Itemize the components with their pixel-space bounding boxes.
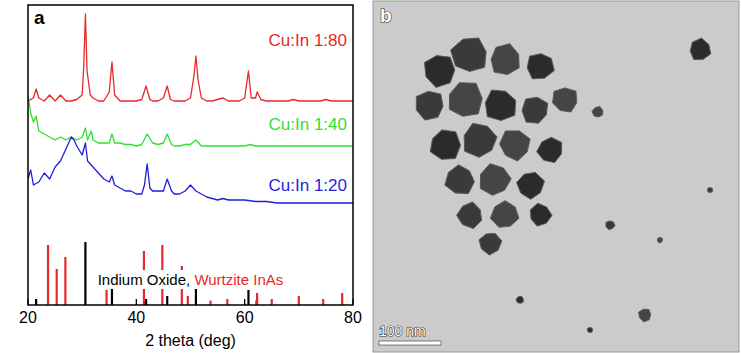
x-axis-title: 2 theta (deg) [145,332,236,349]
reference-peak [247,290,249,305]
reference-peak [56,269,58,305]
reference-peak [84,242,86,305]
particle [592,107,603,117]
particle [530,203,552,226]
particle [658,238,663,243]
xrd-pattern [28,137,353,203]
reference-peak [166,296,168,305]
particle [464,123,497,157]
reference-peak [47,245,49,305]
reference-peak [64,257,66,305]
reference-peak [298,296,300,305]
particle [480,164,511,196]
reference-peak [322,299,324,305]
x-tick [244,299,245,305]
particle [449,83,482,117]
particle [416,91,443,120]
scale-bar-label: 100 nm [379,323,426,339]
x-tick-label: 40 [127,309,145,326]
series-label: Cu:In 1:40 [269,115,347,134]
particle [690,38,711,60]
panel-letter: b [380,5,392,26]
particle [457,202,482,229]
reference-peak [145,299,147,305]
figure: 20 40 60 80 2 theta (deg) Cu:In 1:80 Cu:In 1:4… [0,0,741,353]
particle [527,54,554,79]
reference-peak [187,296,189,305]
particle [500,131,530,161]
particle [553,88,577,112]
reference-legend: Indium Oxide, Wurtzite InAs [98,271,284,288]
series-label: Cu:In 1:20 [269,176,347,195]
particle [430,130,460,159]
particle [516,296,523,303]
xrd-pattern [28,14,353,101]
nanoparticles [416,38,712,332]
panel-letter: a [34,7,45,28]
reference-peak [271,299,273,305]
legend-entry: Wurtzite InAs [190,271,283,288]
tem-image [373,1,739,352]
legend-entry: Indium Oxide, [98,271,191,288]
particle [479,234,502,256]
particle [451,38,487,71]
xrd-pattern [28,95,353,146]
particle [517,172,545,199]
x-tick-label: 80 [344,309,362,326]
plot-marks [28,14,353,305]
x-tick-label: 20 [19,309,37,326]
particle [425,56,455,88]
particle [490,201,519,228]
particle [639,309,651,322]
scale-bar [379,341,441,345]
reference-peak [105,290,107,305]
particle [606,221,615,230]
reference-peak [226,299,228,305]
reference-peak [256,293,258,305]
particle [522,97,548,123]
series-label: Cu:In 1:80 [269,31,347,50]
x-tick [136,299,137,305]
label-patch [95,270,287,289]
particle [708,188,713,193]
x-tick-label: 60 [236,309,254,326]
reference-peak [341,293,343,305]
reference-peak [35,299,37,305]
particle [485,90,515,121]
particle [491,44,519,75]
particle [587,327,592,332]
plot-frame [28,5,353,305]
particle [537,137,562,162]
particle [445,165,475,194]
